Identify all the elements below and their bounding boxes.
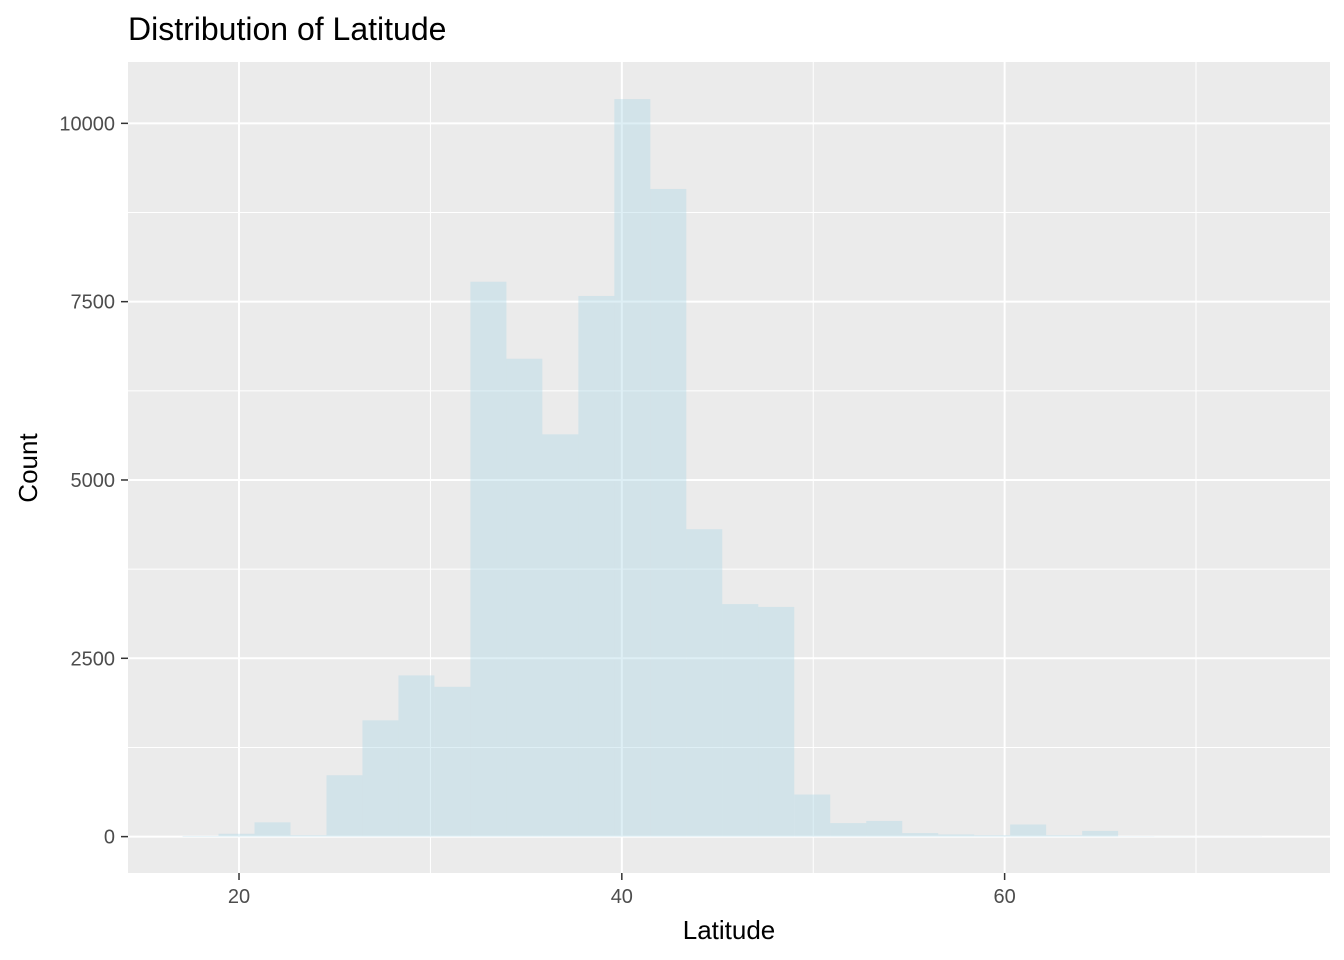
y-tick-label: 2500 [71, 648, 116, 670]
histogram-bar [578, 295, 615, 837]
plot-panel [128, 62, 1330, 873]
histogram-bar [614, 99, 651, 837]
chart-title: Distribution of Latitude [128, 11, 446, 47]
histogram-bar [182, 835, 219, 837]
histogram-bar [506, 358, 543, 837]
histogram-bar [938, 834, 975, 837]
histogram-bar [542, 434, 579, 837]
histogram-bar [434, 686, 471, 837]
histogram-bar [974, 835, 1011, 837]
histogram-bar [362, 720, 399, 837]
x-tick-label: 40 [611, 886, 633, 908]
histogram-bar [794, 794, 831, 837]
y-tick-label: 7500 [71, 292, 116, 314]
histogram-bar [290, 835, 327, 837]
histogram-bar [830, 823, 867, 837]
histogram-bar [758, 606, 795, 837]
x-tick-label: 60 [993, 886, 1015, 908]
histogram-bar [1046, 835, 1083, 837]
histogram-bar [398, 675, 435, 837]
y-axis-title: Count [13, 433, 43, 503]
histogram-bar [902, 833, 939, 837]
minor-gridlines [128, 62, 1330, 873]
histogram-bar [326, 775, 363, 837]
y-tick-label: 0 [104, 827, 115, 849]
histogram-bar [866, 820, 903, 837]
x-tick-label: 20 [228, 886, 250, 908]
histogram-bar [254, 822, 291, 837]
histogram-bar [470, 281, 507, 837]
histogram-bar [650, 188, 687, 837]
histogram-bars [182, 99, 1263, 837]
histogram-bar [1010, 824, 1047, 837]
x-axis-title: Latitude [683, 915, 776, 945]
y-tick-label: 10000 [59, 113, 115, 135]
major-gridlines [128, 62, 1330, 873]
y-tick-label: 5000 [71, 470, 116, 492]
histogram-bar [722, 604, 759, 837]
histogram-bar [1082, 830, 1119, 837]
histogram-bar [218, 833, 255, 837]
histogram-bar [686, 529, 723, 837]
y-axis: 0 2500 5000 7500 10000 [59, 113, 128, 849]
x-axis: 20 40 60 [228, 873, 1016, 908]
